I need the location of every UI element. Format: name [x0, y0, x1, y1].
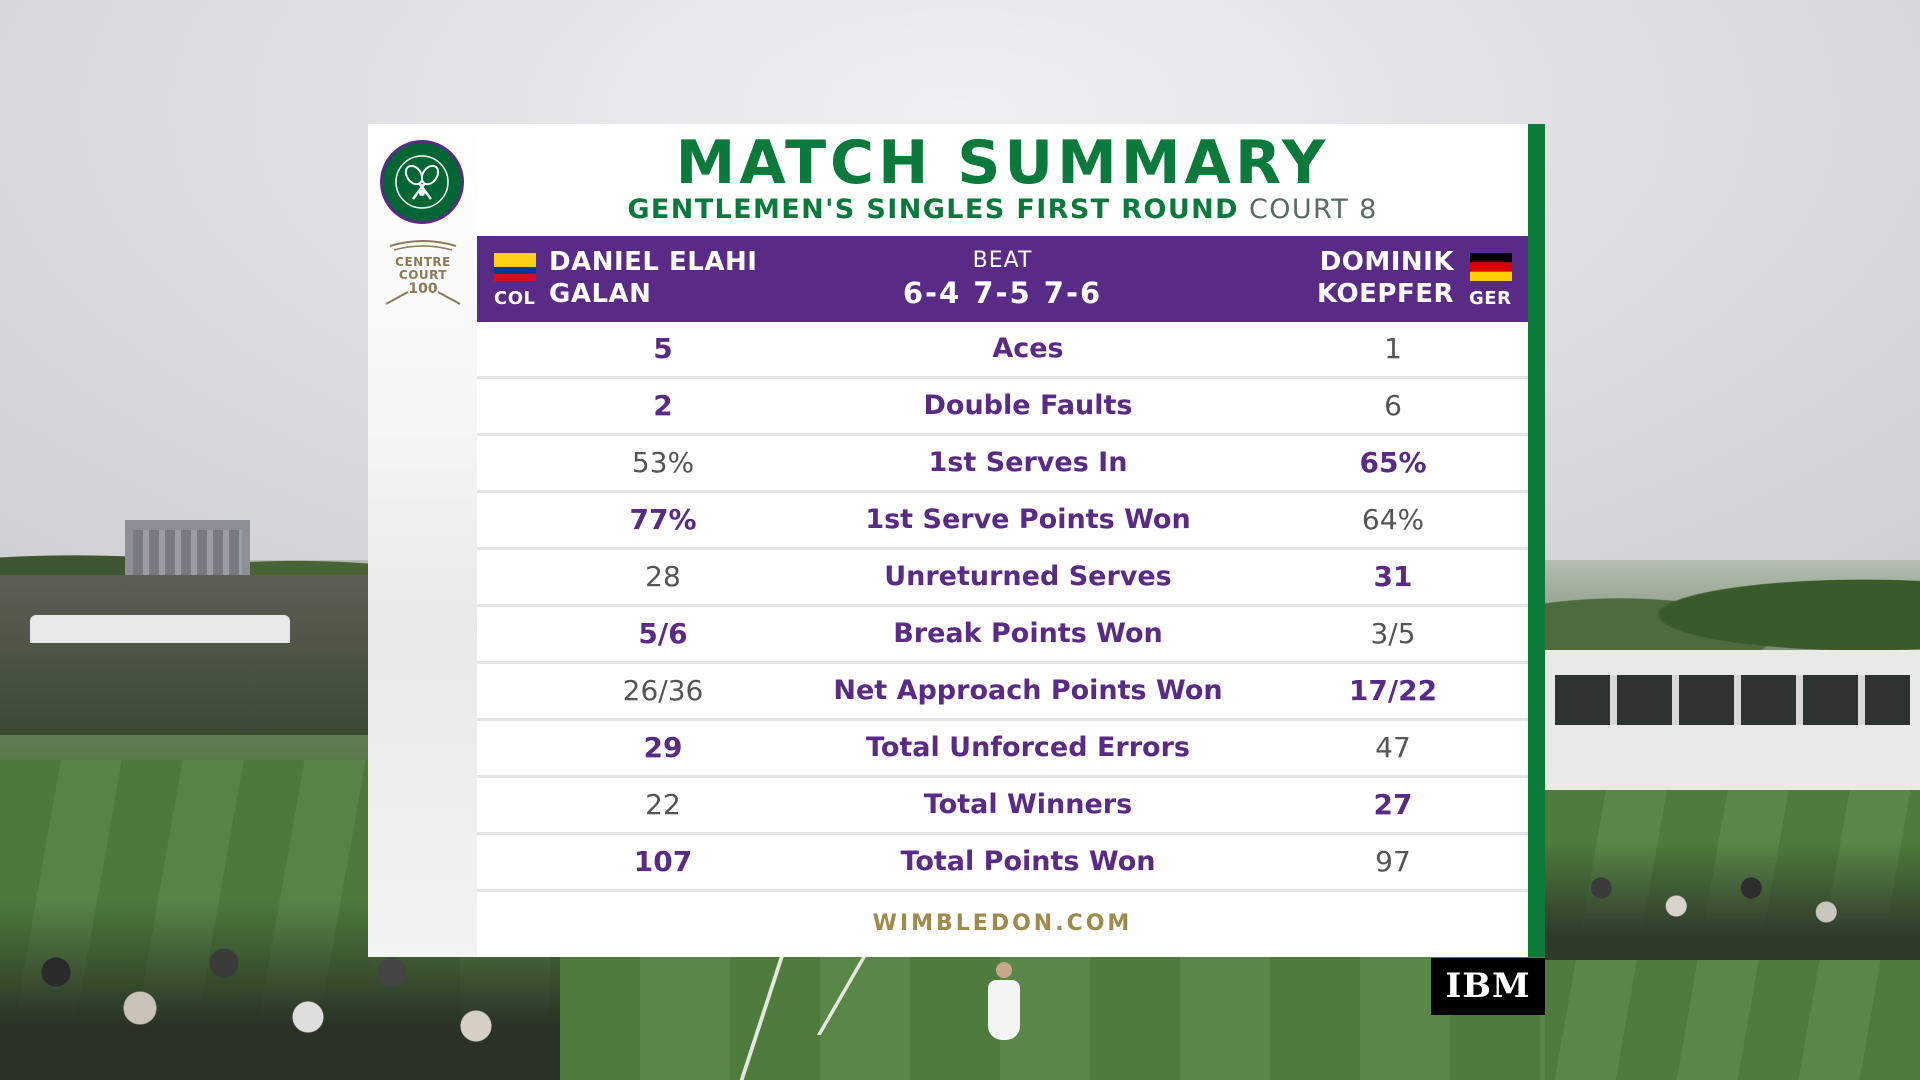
stat-value-player2: 1 — [1384, 332, 1402, 365]
ibm-logo: IBM — [1431, 958, 1545, 1015]
stat-value-player2: 17/22 — [1348, 674, 1438, 707]
centre-court-100-label: 100 — [408, 281, 438, 297]
winner-country-code: COL — [494, 288, 536, 309]
stat-row: 107 Total Points Won 97 — [477, 835, 1528, 892]
winner-name-line2: GALAN — [549, 279, 652, 309]
stat-row: 77% 1st Serve Points Won 64% — [477, 493, 1528, 550]
stat-value-player1: 5 — [653, 332, 673, 365]
stat-label: Net Approach Points Won — [833, 675, 1223, 706]
stat-row: 2 Double Faults 6 — [477, 379, 1528, 436]
stat-label: Double Faults — [923, 390, 1133, 421]
stat-value-player1: 5/6 — [638, 617, 688, 650]
colombia-flag-icon — [494, 253, 536, 281]
stat-value-player2: 3/5 — [1370, 617, 1416, 650]
summary-main: MATCH SUMMARY GENTLEMEN'S SINGLES FIRST … — [477, 124, 1528, 957]
green-edge-bar — [1528, 124, 1545, 957]
match-summary-panel: CENTRE COURT 100 MATCH SUMMARY GENTLEMEN… — [368, 124, 1545, 957]
stat-label: Total Winners — [923, 789, 1133, 820]
stat-value-player2: 65% — [1359, 446, 1427, 479]
stat-label: Total Unforced Errors — [866, 732, 1190, 763]
stat-value-player2: 47 — [1375, 731, 1411, 764]
loser-name: DOMINIK KOEPFER — [1317, 246, 1454, 310]
player-figure — [982, 962, 1026, 1080]
stat-value-player1: 26/36 — [622, 674, 704, 707]
result-banner: COL DANIEL ELAHI GALAN BEAT 6-4 7-5 7-6 … — [477, 236, 1528, 322]
stat-value-player2: 27 — [1373, 788, 1413, 821]
stat-value-player1: 29 — [643, 731, 683, 764]
stat-value-player1: 53% — [631, 446, 695, 479]
stat-value-player2: 31 — [1373, 560, 1413, 593]
match-score: 6-4 7-5 7-6 — [902, 276, 1103, 310]
round-subtitle: GENTLEMEN'S SINGLES FIRST ROUND COURT 8 — [477, 195, 1528, 225]
stat-row: 22 Total Winners 27 — [477, 778, 1528, 835]
wimbledon-crossed-rackets-logo-icon — [380, 140, 464, 224]
stat-value-player2: 97 — [1375, 845, 1411, 878]
loser-name-line2: KOEPFER — [1317, 279, 1454, 309]
ibm-logo-text: IBM — [1445, 966, 1531, 1006]
loser-name-line1: DOMINIK — [1319, 247, 1454, 277]
loser-country-code: GER — [1469, 288, 1512, 309]
stat-value-player2: 6 — [1384, 389, 1402, 422]
germany-flag-icon — [1470, 253, 1512, 281]
page-title: MATCH SUMMARY — [675, 128, 1330, 198]
stat-value-player1: 22 — [645, 788, 681, 821]
stat-label: 1st Serve Points Won — [865, 504, 1191, 535]
stat-value-player1: 28 — [645, 560, 681, 593]
centre-court-label: COURT — [398, 268, 448, 282]
stat-row: 5/6 Break Points Won 3/5 — [477, 607, 1528, 664]
centre-court-label: CENTRE — [395, 255, 451, 269]
winner-name: DANIEL ELAHI GALAN — [549, 246, 757, 310]
stat-row: 28 Unreturned Serves 31 — [477, 550, 1528, 607]
spectators-right — [1545, 840, 1920, 960]
court-name: COURT 8 — [1248, 194, 1378, 225]
centre-court-100-logo: CENTRE COURT 100 — [380, 238, 466, 310]
stat-label: Aces — [992, 333, 1064, 364]
stat-value-player1: 2 — [653, 389, 673, 422]
stat-value-player1: 77% — [629, 503, 697, 536]
winner-name-line1: DANIEL ELAHI — [549, 247, 758, 277]
stat-label: Break Points Won — [893, 618, 1163, 649]
stat-label: Total Points Won — [900, 846, 1156, 877]
footer-url: WIMBLEDON.COM — [872, 911, 1133, 936]
stat-row: 5 Aces 1 — [477, 322, 1528, 379]
grass-court-bottom — [370, 955, 1545, 1080]
pavilion-right — [1545, 650, 1920, 790]
branding-strip: CENTRE COURT 100 — [368, 124, 477, 957]
stand-left — [0, 575, 370, 735]
stat-label: Unreturned Serves — [884, 561, 1172, 592]
stat-label: 1st Serves In — [928, 447, 1128, 478]
round-name: GENTLEMEN'S SINGLES FIRST ROUND — [627, 194, 1239, 225]
stat-row: 53% 1st Serves In 65% — [477, 436, 1528, 493]
stat-row: 26/36 Net Approach Points Won 17/22 — [477, 664, 1528, 721]
stat-value-player1: 107 — [633, 845, 693, 878]
result-word: BEAT — [972, 248, 1033, 273]
stat-value-player2: 64% — [1361, 503, 1425, 536]
stats-table: 5 Aces 1 2 Double Faults 6 53% 1st Serves In 65%… — [477, 322, 1528, 892]
stat-row: 29 Total Unforced Errors 47 — [477, 721, 1528, 778]
